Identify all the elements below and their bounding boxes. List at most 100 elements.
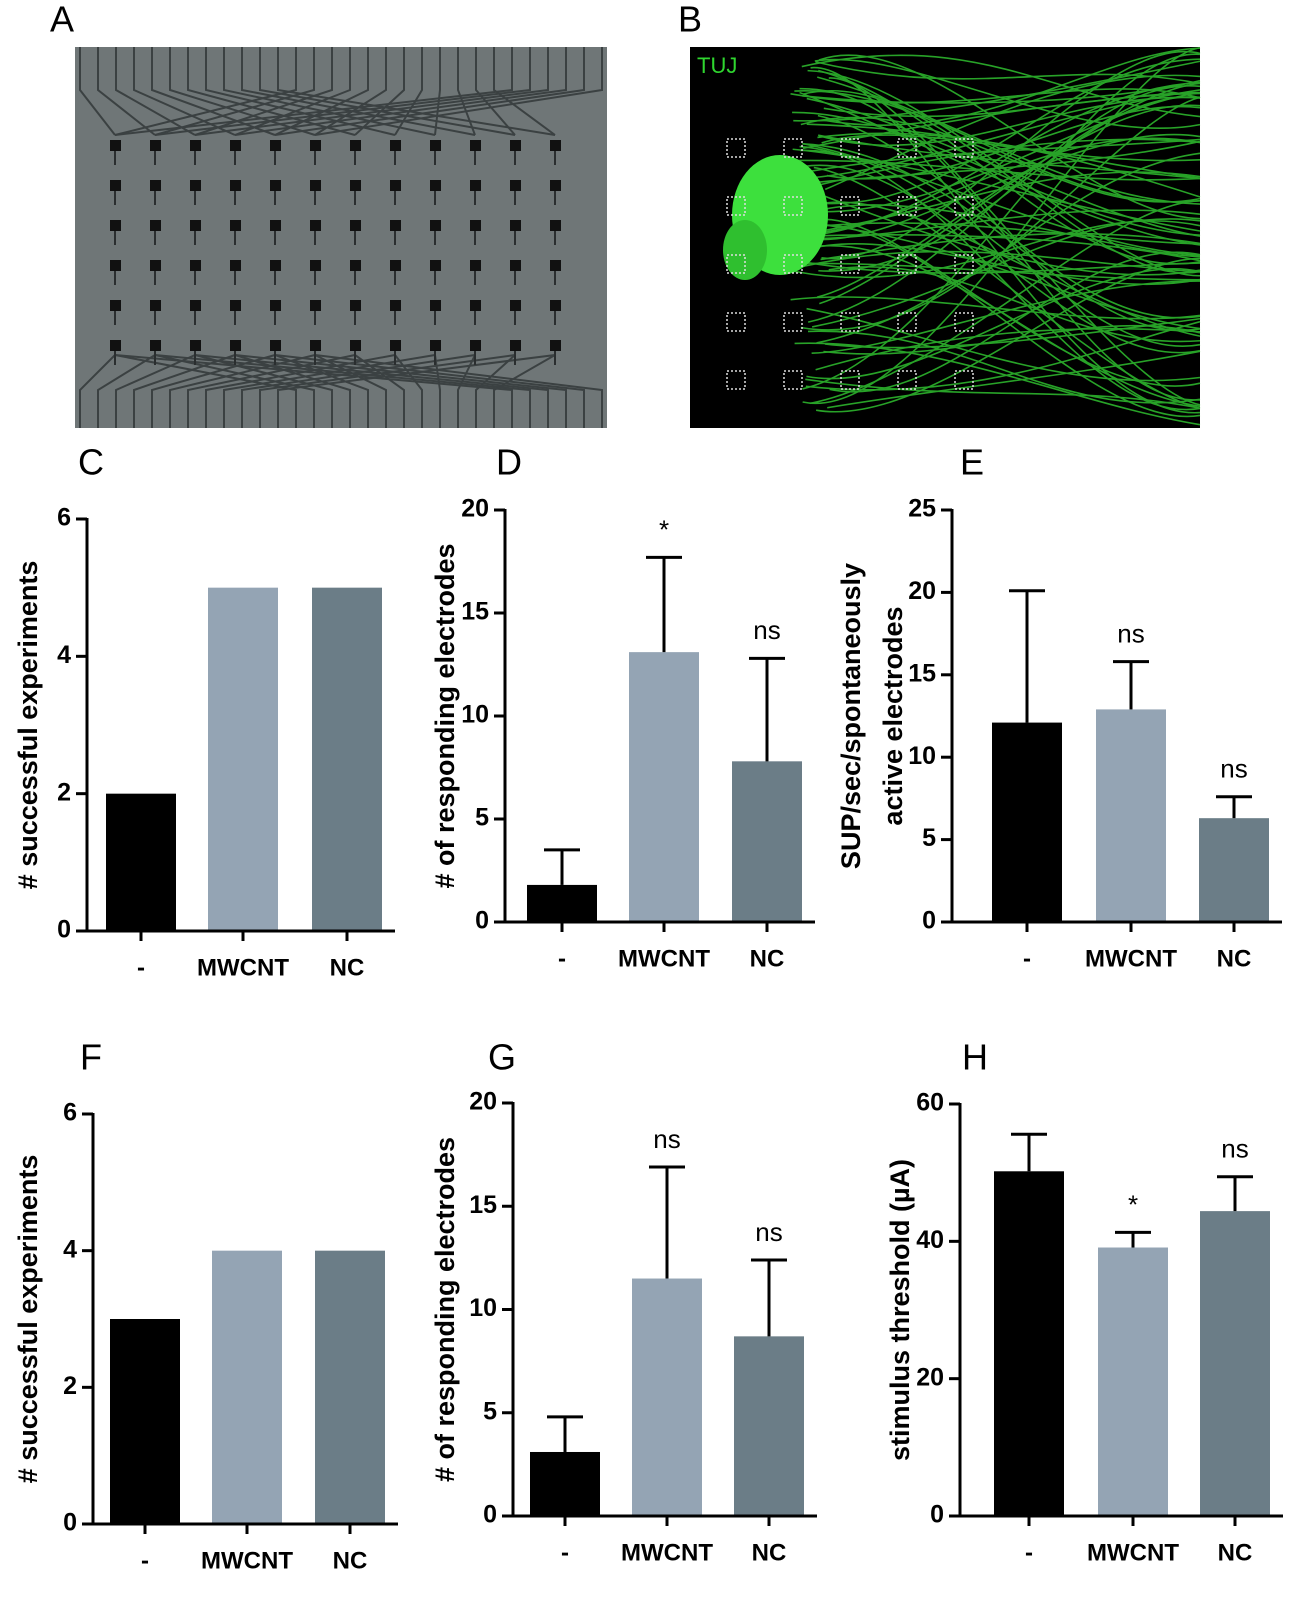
panel-label: F bbox=[80, 1037, 102, 1078]
panel-label: E bbox=[960, 442, 984, 483]
annotation: ns bbox=[1117, 618, 1144, 648]
neurite bbox=[810, 66, 1201, 414]
y-tick-label: 20 bbox=[461, 495, 489, 523]
trace bbox=[194, 354, 549, 428]
x-tick-label: MWCNT bbox=[201, 1547, 293, 1574]
x-tick-label: MWCNT bbox=[1085, 945, 1177, 972]
trace bbox=[314, 47, 603, 136]
y-axis-label: # of responding electrodes bbox=[430, 543, 460, 888]
trace bbox=[241, 354, 476, 428]
panel-label: A bbox=[50, 0, 74, 40]
bar bbox=[732, 761, 802, 922]
y-axis-label: # successful experiments bbox=[13, 561, 43, 890]
y-axis-label: # of responding electrodes bbox=[430, 1137, 460, 1482]
bar bbox=[315, 1250, 385, 1524]
bar bbox=[212, 1250, 282, 1524]
trace bbox=[154, 47, 531, 136]
y-tick-label: 0 bbox=[57, 916, 71, 944]
trace bbox=[114, 354, 513, 428]
annotation: * bbox=[1128, 1189, 1138, 1219]
bar bbox=[1096, 709, 1166, 922]
bar bbox=[110, 1319, 180, 1524]
bar bbox=[1098, 1247, 1168, 1516]
neurite bbox=[800, 116, 1201, 203]
x-tick-label: - bbox=[137, 954, 145, 981]
bar bbox=[1199, 818, 1269, 922]
trace bbox=[274, 47, 585, 136]
error-bar bbox=[1009, 589, 1045, 723]
trace bbox=[274, 354, 585, 428]
trace bbox=[97, 47, 156, 136]
trace bbox=[97, 354, 156, 428]
neurite bbox=[793, 60, 1201, 122]
x-tick-label: - bbox=[1023, 945, 1031, 972]
y-tick-label: 0 bbox=[483, 1501, 497, 1529]
y-tick-label: 20 bbox=[908, 577, 936, 605]
neurite bbox=[790, 88, 1201, 104]
y-tick-label: 6 bbox=[63, 1099, 77, 1127]
trace bbox=[79, 354, 116, 428]
x-tick-label: NC bbox=[333, 1547, 368, 1574]
error-bar bbox=[547, 1415, 583, 1452]
trace bbox=[133, 354, 236, 428]
x-tick-label: MWCNT bbox=[621, 1539, 713, 1566]
panel-label: D bbox=[496, 442, 522, 483]
neurite bbox=[815, 61, 1201, 85]
y-tick-label: 0 bbox=[930, 1501, 944, 1529]
trace bbox=[115, 354, 196, 428]
bar bbox=[530, 1451, 600, 1516]
error-bar bbox=[544, 848, 580, 885]
trace bbox=[114, 354, 297, 428]
error-bar bbox=[646, 555, 682, 653]
trace bbox=[241, 47, 476, 136]
x-tick-label: NC bbox=[1218, 1539, 1253, 1566]
y-axis-label: stimulus threshold (µA) bbox=[885, 1159, 915, 1461]
neurite bbox=[801, 54, 1201, 118]
y-tick-label: 5 bbox=[483, 1397, 497, 1425]
y-tick-label: 10 bbox=[461, 701, 489, 729]
neurite bbox=[823, 91, 1201, 118]
trace bbox=[493, 354, 556, 428]
neurite bbox=[806, 97, 1201, 237]
trace bbox=[114, 47, 297, 136]
annotation: * bbox=[659, 514, 669, 544]
trace bbox=[234, 354, 567, 428]
y-tick-label: 15 bbox=[461, 598, 489, 626]
y-tick-label: 40 bbox=[916, 1226, 944, 1254]
neurite bbox=[807, 69, 1201, 277]
trace bbox=[475, 47, 516, 136]
neurite bbox=[806, 123, 1201, 179]
neurite bbox=[818, 69, 1201, 265]
y-axis-label: active electrodes bbox=[878, 606, 908, 825]
trace bbox=[151, 47, 276, 136]
trace bbox=[154, 354, 531, 428]
y-tick-label: 2 bbox=[63, 1372, 77, 1400]
trace bbox=[475, 354, 516, 428]
trace bbox=[434, 47, 441, 136]
bar bbox=[629, 652, 699, 922]
y-tick-label: 25 bbox=[908, 495, 936, 523]
trace bbox=[205, 354, 396, 428]
annotation: ns bbox=[1220, 754, 1247, 784]
bar bbox=[106, 793, 176, 931]
trace bbox=[259, 47, 516, 136]
trace bbox=[133, 47, 236, 136]
panel-label: C bbox=[78, 442, 104, 483]
trace bbox=[314, 354, 603, 428]
x-tick-label: NC bbox=[752, 1539, 787, 1566]
trace bbox=[259, 354, 516, 428]
trace bbox=[151, 354, 276, 428]
neurite bbox=[823, 47, 1201, 126]
y-tick-label: 4 bbox=[63, 1235, 77, 1263]
y-tick-label: 0 bbox=[475, 907, 489, 935]
error-bar bbox=[1113, 660, 1149, 710]
y-tick-label: 15 bbox=[469, 1191, 497, 1219]
y-tick-label: 4 bbox=[57, 641, 71, 669]
trace bbox=[194, 47, 549, 136]
x-tick-label: - bbox=[558, 945, 566, 972]
y-tick-label: 0 bbox=[922, 907, 936, 935]
x-tick-label: NC bbox=[330, 954, 365, 981]
trace bbox=[187, 47, 356, 136]
error-bar bbox=[1115, 1230, 1151, 1248]
annotation: ns bbox=[753, 615, 780, 645]
